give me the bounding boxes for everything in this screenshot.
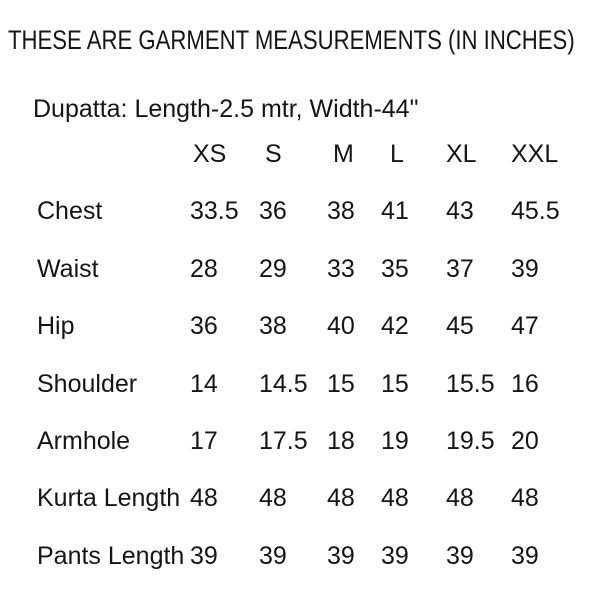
measurement-value: 48 [327, 484, 355, 513]
measurement-value: 38 [327, 197, 355, 226]
measurement-value: 48 [381, 484, 409, 513]
table-row-armhole: Armhole 17 17.5 18 19 19.5 20 [0, 427, 600, 484]
measurement-value: 39 [511, 541, 539, 570]
measurement-value: 39 [446, 541, 474, 570]
measurement-value: 17 [190, 426, 218, 455]
page-title: THESE ARE GARMENT MEASUREMENTS (IN INCHE… [8, 25, 575, 55]
measurement-label: Kurta Length [37, 484, 181, 513]
size-col-header-xl: XL [446, 140, 477, 168]
measurement-value: 35 [381, 254, 409, 283]
measurement-value: 29 [259, 254, 287, 283]
size-col-header-l: L [390, 140, 404, 168]
measurement-value: 14 [190, 369, 218, 398]
size-col-header-xxl: XXL [511, 140, 559, 168]
table-row-chest: Chest 33.5 36 38 41 43 45.5 [0, 197, 600, 254]
measurement-label: Shoulder [37, 369, 138, 398]
measurement-label: Pants Length [37, 541, 185, 570]
measurement-value: 43 [446, 197, 474, 226]
measurement-value: 19.5 [446, 426, 495, 455]
measurement-value: 18 [327, 426, 355, 455]
measurement-value: 37 [446, 254, 474, 283]
measurement-value: 48 [190, 484, 218, 513]
table-row-shoulder: Shoulder 14 14.5 15 15 15.5 16 [0, 370, 600, 427]
measurement-value: 41 [381, 197, 409, 226]
measurement-value: 15 [327, 369, 355, 398]
measurement-value: 39 [327, 541, 355, 570]
measurement-value: 19 [381, 426, 409, 455]
measurement-value: 38 [259, 312, 287, 341]
measurement-value: 33.5 [190, 197, 239, 226]
measurement-label: Chest [37, 197, 103, 226]
measurement-value: 15 [381, 369, 409, 398]
measurement-value: 28 [190, 254, 218, 283]
measurement-value: 20 [511, 426, 539, 455]
measurement-label: Hip [37, 312, 75, 341]
table-row-waist: Waist 28 29 33 35 37 39 [0, 255, 600, 312]
measurement-value: 39 [190, 541, 218, 570]
size-col-header-m: M [333, 140, 354, 168]
measurement-value: 47 [511, 312, 539, 341]
measurement-value: 15.5 [446, 369, 495, 398]
measurement-value: 14.5 [259, 369, 308, 398]
measurement-label: Waist [37, 254, 99, 283]
table-row-kurta-length: Kurta Length 48 48 48 48 48 48 [0, 484, 600, 541]
table-row-hip: Hip 36 38 40 42 45 47 [0, 312, 600, 369]
measurement-value: 48 [259, 484, 287, 513]
size-col-header-s: S [265, 140, 282, 168]
measurement-value: 40 [327, 312, 355, 341]
size-col-header-xs: XS [193, 140, 227, 168]
measurement-label: Armhole [37, 426, 131, 455]
measurement-value: 36 [190, 312, 218, 341]
measurement-value: 48 [511, 484, 539, 513]
measurement-value: 17.5 [259, 426, 308, 455]
size-header-row: XS S M L XL XXL [0, 140, 600, 197]
measurement-value: 48 [446, 484, 474, 513]
measurement-value: 36 [259, 197, 287, 226]
measurement-value: 39 [259, 541, 287, 570]
measurement-value: 33 [327, 254, 355, 283]
measurement-value: 39 [511, 254, 539, 283]
dupatta-note: Dupatta: Length-2.5 mtr, Width-44" [33, 95, 419, 123]
measurement-value: 42 [381, 312, 409, 341]
measurement-value: 45.5 [511, 197, 560, 226]
measurement-value: 39 [381, 541, 409, 570]
measurement-value: 45 [446, 312, 474, 341]
size-table: XS S M L XL XXL Chest 33.5 36 38 41 43 4… [0, 140, 600, 599]
table-row-pants-length: Pants Length 39 39 39 39 39 39 [0, 542, 600, 599]
measurement-value: 16 [511, 369, 539, 398]
